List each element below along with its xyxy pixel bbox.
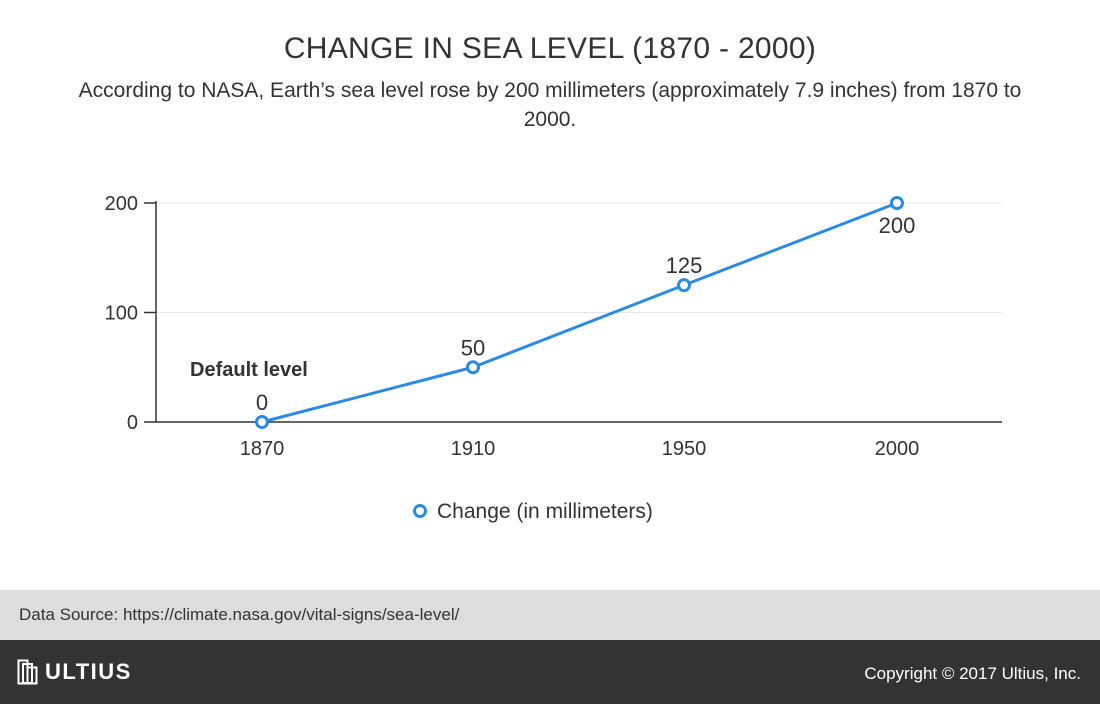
copyright-text: Copyright © 2017 Ultius, Inc.: [864, 664, 1081, 683]
x-tick-label: 1910: [451, 438, 496, 460]
data-label: 50: [461, 335, 485, 360]
data-source-text: Data Source: https://climate.nasa.gov/vi…: [19, 605, 460, 624]
data-point: [466, 360, 480, 375]
data-label: 200: [879, 213, 916, 238]
data-point: [255, 415, 269, 429]
legend-label: Change (in millimeters): [437, 500, 653, 523]
chart-title: CHANGE IN SEA LEVEL (1870 - 2000): [283, 32, 817, 65]
series-line: [261, 201, 898, 424]
brand-name: ULTIUS: [45, 659, 132, 684]
footer-bar: ULTIUS Copyright © 2017 Ultius, Inc.: [0, 640, 1100, 704]
legend-marker: [413, 504, 427, 518]
ultius-logo-icon: [17, 659, 38, 685]
x-tick-label: 2000: [875, 438, 920, 460]
y-tick-label: 0: [127, 412, 138, 434]
x-tick-label: 1870: [240, 438, 285, 460]
data-point: [890, 196, 904, 210]
chart-subtitle: According to NASA, Earth’s sea level ros…: [78, 79, 1022, 131]
brand-logo: ULTIUS: [17, 658, 132, 686]
annotation-default-level: Default level: [190, 359, 308, 381]
line-chart: 0 100 200 1870 1910 1950 2000 0 50 125 200 Default …: [105, 193, 1002, 523]
data-point: [677, 278, 691, 293]
y-tick-label: 100: [105, 303, 138, 325]
data-source-bar: Data Source: https://climate.nasa.gov/vi…: [0, 590, 1100, 640]
data-label: 0: [256, 390, 268, 415]
data-label: 125: [666, 253, 703, 278]
y-tick-label: 200: [105, 193, 138, 215]
x-tick-label: 1950: [662, 438, 707, 460]
